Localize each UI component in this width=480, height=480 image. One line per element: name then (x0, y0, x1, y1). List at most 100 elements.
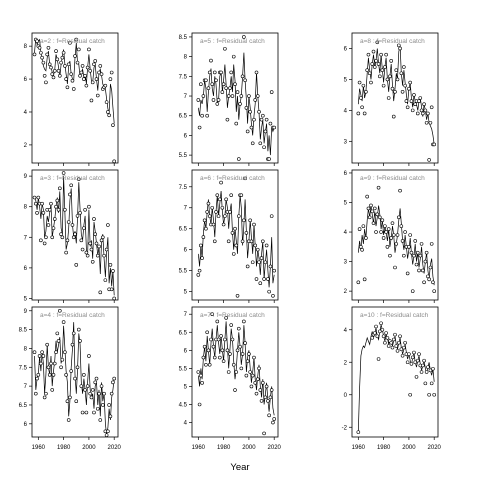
data-point (220, 205, 225, 210)
data-point (398, 334, 402, 339)
series-line-age-6 (197, 190, 275, 288)
data-point (206, 201, 211, 206)
data-point (385, 77, 390, 82)
y-tick-label: 6 (24, 266, 28, 272)
data-point (365, 194, 369, 199)
data-point (212, 70, 217, 75)
data-point (229, 70, 234, 75)
panel-age-4: 6 6.5 7 7.5 8 8.5 9 1960 1980 2000 2020 a=4 : f=Res… (19, 306, 122, 451)
panel-age-9: 2 3 4 5 6 a=9 : f=Residual catch (344, 169, 439, 303)
data-point (380, 327, 385, 332)
data-point (98, 418, 103, 422)
data-point (263, 260, 268, 265)
data-point (61, 171, 66, 175)
y-tick-label: 8.5 (19, 328, 28, 334)
data-point (393, 90, 397, 94)
data-point (239, 94, 244, 98)
data-point (39, 50, 43, 55)
data-point (97, 244, 101, 249)
data-point (206, 86, 211, 90)
data-point (224, 197, 228, 202)
data-point (33, 201, 38, 206)
data-point (398, 46, 402, 51)
data-point (50, 72, 55, 76)
data-point (410, 289, 415, 293)
data-point (52, 69, 57, 73)
data-point (106, 110, 110, 114)
data-point (395, 349, 400, 353)
data-point (250, 260, 255, 265)
data-point (231, 252, 236, 256)
panel-age-6: 5 5.5 6 6.5 7 7.5 a=6 : f=Residual catch (179, 169, 279, 303)
data-point (56, 207, 61, 212)
data-point (370, 62, 375, 66)
x-tick-label: 1960 (192, 445, 206, 451)
data-point (396, 215, 401, 220)
data-point (204, 78, 208, 83)
y-tick-label: 6.5 (179, 114, 188, 120)
data-point (264, 117, 269, 122)
data-point (228, 352, 232, 356)
data-point (196, 370, 201, 374)
data-point (90, 388, 95, 392)
data-point (50, 235, 55, 240)
data-point (102, 253, 106, 258)
data-point (364, 236, 368, 240)
data-point (93, 232, 98, 237)
data-point (408, 80, 412, 85)
data-point (109, 287, 114, 292)
data-point (266, 399, 270, 403)
x-tick-label: 1960 (352, 445, 366, 451)
data-point (424, 120, 429, 125)
data-point (226, 239, 231, 244)
data-point (236, 157, 241, 161)
data-point (103, 83, 108, 88)
data-point (384, 230, 388, 234)
data-point (432, 392, 437, 397)
data-point (101, 235, 105, 240)
data-point (35, 211, 39, 215)
data-point (360, 105, 364, 110)
y-tick-label: 0 (344, 393, 348, 399)
data-point (199, 243, 203, 248)
data-point (41, 354, 46, 358)
data-point (60, 55, 65, 60)
data-point (230, 94, 235, 98)
y-tick-label: 5 (344, 77, 348, 83)
data-point (42, 395, 47, 400)
data-point (46, 223, 51, 227)
data-point (360, 247, 364, 252)
data-point (58, 186, 62, 191)
data-point (412, 93, 416, 97)
data-point (56, 69, 61, 73)
x-tick-label: 1980 (377, 445, 391, 451)
data-point (427, 158, 431, 162)
data-point (417, 268, 421, 273)
data-point (405, 271, 410, 276)
data-point (82, 226, 86, 230)
data-point (204, 362, 208, 367)
data-point (244, 106, 249, 110)
data-point (370, 336, 375, 340)
data-point (255, 247, 260, 252)
data-point (359, 245, 363, 249)
data-point (261, 113, 265, 118)
data-point (361, 83, 366, 88)
data-point (69, 72, 74, 76)
data-point (254, 391, 259, 396)
data-point (220, 90, 225, 94)
data-point (218, 355, 222, 360)
x-tick-label: 2000 (402, 445, 416, 451)
y-tick-label: 2 (344, 289, 348, 295)
data-point (407, 245, 411, 249)
data-point (226, 94, 231, 98)
data-point (68, 192, 72, 197)
data-point (423, 381, 428, 386)
data-point (36, 373, 41, 377)
data-point (103, 278, 108, 282)
data-point (64, 250, 68, 255)
data-point (253, 243, 258, 248)
data-point (95, 93, 100, 98)
data-point (356, 111, 361, 116)
data-point (108, 263, 113, 267)
